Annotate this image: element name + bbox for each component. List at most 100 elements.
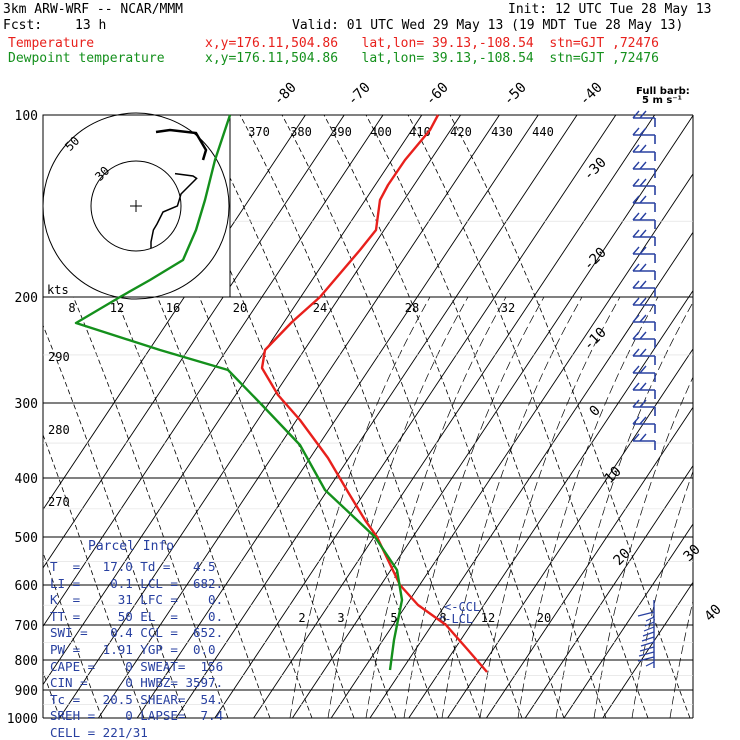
wind-barb [640,641,655,647]
isotherm-line [524,464,693,718]
temperature-location: x,y=176.11,504.86 lat,lon= 39.13,-108.54… [205,36,659,51]
wind-barb [643,626,655,632]
wind-speed-tick-label: 24 [313,301,327,315]
parcel-info-row: T = 17.0 Td = 4.5 [50,559,216,574]
dry-adiabat-line [43,551,103,718]
skewed-grid [43,115,693,718]
isotherm-line [369,231,693,718]
isotherm-label: -80 [271,80,300,109]
pressure-label: 600 [15,579,38,594]
isotherm-line [136,115,539,718]
wind-barb-flag [632,314,640,323]
wind-barb-flag [639,263,647,272]
wind-speed-tick-label: 32 [501,301,515,315]
isotherm-line [563,523,693,718]
wind-barb-flag [639,348,647,357]
parcel-info-row: SWI = 0.4 CCL = 652. [50,625,224,641]
barb-legend-title: Full barb: [636,86,690,97]
pressure-label: 900 [15,684,38,699]
dry-adiabat-line [113,115,355,718]
pressure-label: 700 [15,619,38,634]
wind-barb-flag [639,229,647,238]
wind-barb-flag [639,195,647,204]
wind-speed-tick-label: 16 [166,301,180,315]
forecast-value: 13 h [75,18,107,33]
isotherm-line [59,115,461,718]
theta-label: 430 [491,125,513,139]
wind-barb-flag [639,416,647,425]
parcel-info-row: PW = 1.91 YGP = 0.0 [50,642,216,657]
wind-barb-flag [639,331,647,340]
pressure-label: 100 [15,109,38,124]
isotherm-line [602,581,693,718]
sounding-curves [74,114,488,673]
moist-adiabat-line [593,376,693,718]
theta-label: 400 [370,125,392,139]
isotherm-line [43,115,423,686]
moist-adiabat-line [479,296,621,718]
isotherm-line [214,115,617,718]
wind-speed-tick-label: 28 [405,301,419,315]
model-title: 3km ARW-WRF -- NCAR/MMM [3,2,184,17]
parcel-info-row: CIN = 0 HWBZ= 3597. [50,675,224,691]
wind-barb-flag [632,110,640,119]
wind-barbs [632,110,656,668]
pressure-label: 300 [15,397,38,412]
dry-adiabat-line [43,324,187,718]
mixing-ratio-label: 5 [390,611,397,625]
parcel-info-row: K = 31 LFC = 0. [50,592,224,608]
wind-barb-flag [639,399,647,408]
pressure-label: 200 [15,291,38,306]
isotherm-line [447,348,693,718]
moist-adiabat-line [327,296,469,718]
dry-adiabat-line [43,138,271,718]
wind-barb-flag [632,263,640,272]
dry-adiabat-line [239,115,481,718]
dewpoint-curve [74,114,404,671]
wind-barb-flag [639,297,647,306]
hodograph-ring [42,112,230,300]
wind-barb-flag [639,280,647,289]
dry-adiabat-line [43,433,145,718]
dry-adiabat-line [43,226,229,718]
parcel-info-row: Tc = 20.5 SHEAR= 54. [50,691,224,707]
moist-adiabat-line [289,296,431,718]
theta-side-label: 270 [48,495,70,509]
wind-barb-flag [632,382,640,391]
parcel-info-row: TT = 50 EL = 0. [50,608,224,624]
moist-adiabat-line [669,599,693,718]
mixing-ratio-label: 12 [481,611,495,625]
init-time: Init: 12 UTC Tue 28 May 13 [508,2,712,17]
theta-side-label: 280 [48,423,70,437]
wind-barb [645,616,655,622]
wind-barb-flag [632,161,640,170]
moist-adiabat-line [365,296,507,718]
dry-adiabat-line [197,115,439,718]
isotherm-label: -40 [577,80,606,109]
wind-barb-flag [632,331,640,340]
isotherm-label: -30 [581,155,610,184]
moist-adiabat-line [403,296,545,718]
wind-barb-flag [632,144,640,153]
wind-barb [641,636,655,642]
dry-adiabat-line [323,115,565,718]
wind-barb-flag [639,178,647,187]
wind-barb-flag [639,110,647,119]
mixing-ratio-label: 20 [537,611,551,625]
wind-barb-flag [632,280,640,289]
mixing-ratio-label: 3 [337,611,344,625]
wind-barb-flag [632,127,640,136]
isotherm-line [43,115,345,569]
wind-barb-flag [632,212,640,221]
lcl-label: <-LCL [437,612,473,626]
theta-label: 370 [248,125,270,139]
wind-barb-flag [632,246,640,255]
isotherm-line [253,115,655,718]
wind-barb-flag [632,399,640,408]
wind-barb [644,621,655,627]
isotherm-label: -70 [345,80,374,109]
dry-adiabat-line [71,115,313,718]
dewpoint-location: x,y=176.11,504.86 lat,lon= 39.13,-108.54… [205,51,659,66]
